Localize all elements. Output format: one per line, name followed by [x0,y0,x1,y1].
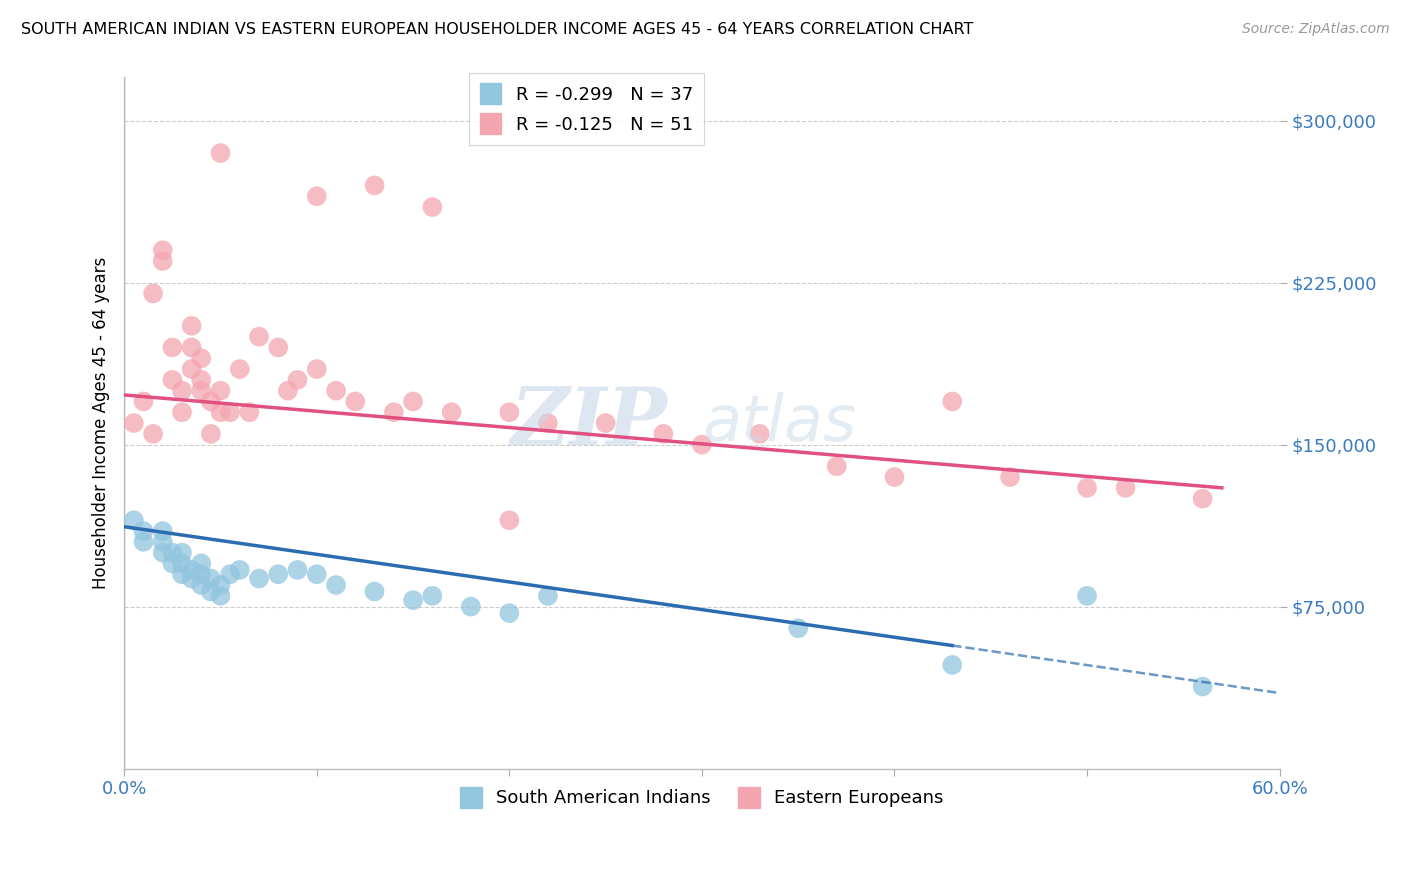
Point [498,513,520,527]
Point [142,426,165,441]
Point [190,567,212,582]
Point [152,254,174,268]
Point [787,621,810,635]
Point [420,589,443,603]
Point [142,286,165,301]
Point [325,578,347,592]
Point [190,384,212,398]
Point [998,470,1021,484]
Point [229,362,252,376]
Point [325,384,347,398]
Point [1115,481,1137,495]
Point [200,584,222,599]
Point [152,244,174,258]
Point [180,362,202,376]
Point [825,459,848,474]
Point [229,563,252,577]
Point [132,394,155,409]
Point [267,341,290,355]
Point [190,578,212,592]
Point [238,405,260,419]
Point [162,341,184,355]
Point [209,405,232,419]
Point [200,426,222,441]
Point [162,373,184,387]
Point [162,546,184,560]
Point [440,405,463,419]
Point [537,589,560,603]
Point [170,384,193,398]
Text: atlas: atlas [702,392,856,454]
Point [122,416,145,430]
Point [287,563,309,577]
Point [344,394,367,409]
Point [132,524,155,538]
Point [1191,491,1213,506]
Point [132,534,155,549]
Point [305,362,328,376]
Point [162,557,184,571]
Y-axis label: Householder Income Ages 45 - 64 years: Householder Income Ages 45 - 64 years [93,257,110,589]
Point [180,341,202,355]
Point [190,557,212,571]
Point [180,318,202,333]
Point [690,437,713,451]
Point [247,572,270,586]
Point [941,657,963,672]
Point [305,567,328,582]
Point [209,384,232,398]
Point [200,572,222,586]
Point [170,557,193,571]
Point [219,567,242,582]
Point [190,351,212,366]
Point [498,405,520,419]
Point [209,589,232,603]
Point [209,146,232,161]
Text: SOUTH AMERICAN INDIAN VS EASTERN EUROPEAN HOUSEHOLDER INCOME AGES 45 - 64 YEARS : SOUTH AMERICAN INDIAN VS EASTERN EUROPEA… [21,22,973,37]
Point [652,426,675,441]
Point [941,394,963,409]
Text: Source: ZipAtlas.com: Source: ZipAtlas.com [1241,22,1389,37]
Point [1076,589,1098,603]
Point [287,373,309,387]
Point [1191,680,1213,694]
Point [267,567,290,582]
Point [498,606,520,620]
Point [122,513,145,527]
Point [170,405,193,419]
Point [537,416,560,430]
Point [595,416,617,430]
Point [748,426,770,441]
Point [180,572,202,586]
Point [200,394,222,409]
Point [219,405,242,419]
Point [363,584,385,599]
Point [305,189,328,203]
Point [209,578,232,592]
Point [1076,481,1098,495]
Text: ZIP: ZIP [510,384,668,462]
Point [883,470,905,484]
Point [402,394,425,409]
Point [170,546,193,560]
Point [190,373,212,387]
Point [363,178,385,193]
Point [152,524,174,538]
Point [460,599,482,614]
Point [247,329,270,343]
Point [277,384,299,398]
Point [180,563,202,577]
Point [420,200,443,214]
Point [402,593,425,607]
Point [382,405,405,419]
Point [152,546,174,560]
Point [170,567,193,582]
Legend: South American Indians, Eastern Europeans: South American Indians, Eastern European… [453,780,950,815]
Point [152,534,174,549]
